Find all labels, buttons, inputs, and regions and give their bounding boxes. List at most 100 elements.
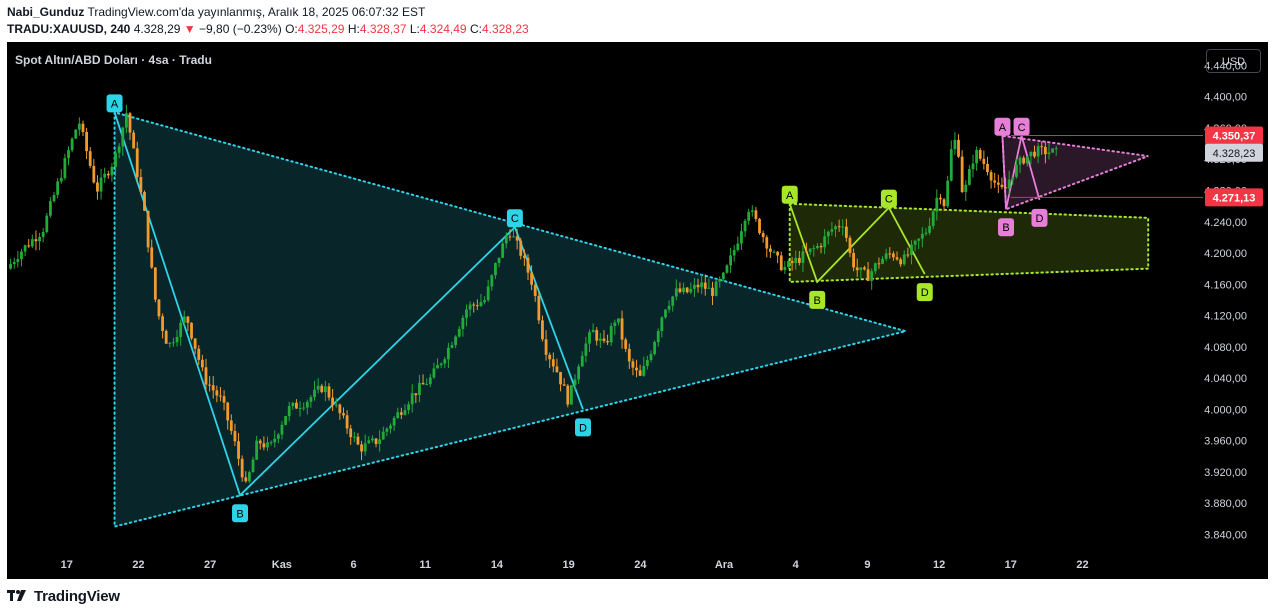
candle-body [1043,146,1047,155]
pattern-point-badge [781,185,798,204]
candle-body [696,284,700,288]
candle-body [671,296,675,306]
candle-body [986,163,989,173]
candle-body [924,232,928,234]
pattern-point-label: B [814,295,821,307]
close-value: 4.328,23 [481,22,529,36]
chart-canvas[interactable]: A B C D A B C D A B C D 3.840,00 3.880,00 3.920,00 3.96… [7,42,1268,579]
high-value: 4.328,37 [359,22,407,36]
candle-body [1007,179,1011,189]
candle-body [512,236,515,238]
candle-body [106,173,110,176]
candle-body [114,152,117,167]
candle-body [443,359,447,364]
candle-body [211,385,215,391]
candle-body [620,318,624,340]
publisher-name[interactable]: Nabi_Gunduz [7,5,85,19]
candle-body [1000,184,1004,188]
price-label-box [1205,126,1263,145]
brand-name[interactable]: TradingView [34,587,120,605]
low-label: L: [409,22,420,36]
candle-body [613,322,617,327]
candle-body [121,127,125,147]
candle-body [1036,146,1040,157]
candle-body [758,218,761,234]
candle-body [892,253,895,258]
candle-body [363,443,367,452]
candle-body [537,295,541,321]
candle-body [881,258,884,264]
candle-body [342,413,345,416]
pattern-point-label: A [786,190,794,202]
candle-body [790,260,794,264]
candle-body [595,330,599,341]
candle-body [117,146,121,153]
candle-body [609,326,613,343]
pattern-point-badge [1013,117,1030,136]
candle-body [323,386,327,393]
candle-body [939,197,942,200]
pattern-point-label: C [1018,122,1026,134]
x-tick-label: 22 [1076,559,1088,571]
candle-body [255,440,259,460]
candle-body [327,386,331,398]
candle-body [895,257,899,260]
x-tick-label: Kas [272,559,292,571]
candle-body [164,330,168,344]
candle-body [787,260,790,268]
price-change: −9,80 (−0.23%) [199,22,282,36]
candle-body [682,287,685,293]
green-abcd-shape [788,202,1150,283]
candle-body [1054,148,1058,150]
candle-body [631,361,635,368]
candle-body [837,226,841,228]
candle-body [873,263,877,272]
candle-body [251,459,255,473]
candle-body [718,278,722,282]
candle-body [624,339,628,349]
candle-body [186,316,190,323]
candle-body [685,287,689,293]
candle-body [993,180,997,183]
candle-body [399,412,403,415]
low-value: 4.324,49 [419,22,467,36]
x-tick-label: 14 [491,559,504,571]
candle-body [175,336,179,343]
candle-body [1051,148,1054,153]
candle-body [146,210,150,248]
candle-body [219,395,222,397]
candle-body [714,281,718,296]
candle-body [638,370,642,376]
candle-body [519,240,523,256]
chart-header: Nabi_Gunduz TradingView.com'da yayınlanm… [7,4,1267,40]
candle-body [96,182,99,192]
candle-body [743,220,747,232]
candle-body [316,385,320,390]
candle-body [468,304,472,310]
candle-body [570,385,573,405]
currency-button[interactable]: USD [1206,49,1261,73]
candle-body [258,440,262,444]
candle-body [432,368,436,378]
candle-body [266,442,269,448]
candle-body [392,418,396,426]
candle-body [989,172,993,181]
y-tick-label: 4.200,00 [1204,248,1247,260]
y-tick-label: 4.440,00 [1204,60,1247,72]
candle-body [957,139,960,157]
x-tick-label: 17 [61,559,73,571]
x-tick-label: 17 [1005,559,1017,571]
candle-body [30,239,34,247]
candle-body [52,194,56,202]
candle-body [776,251,780,256]
pattern-point-badge [106,94,123,113]
candle-body [475,305,479,307]
y-tick-label: 4.400,00 [1204,92,1247,104]
candle-body [16,259,20,262]
chart-frame[interactable]: A B C D A B C D A B C D 3.840,00 3.880,00 3.920,00 3.96… [7,42,1268,579]
candle-body [960,156,964,192]
candle-body [942,199,946,207]
pattern-layer [113,111,1150,528]
pink-abcd-zigzag [1001,135,1041,210]
candle-body [291,402,295,407]
